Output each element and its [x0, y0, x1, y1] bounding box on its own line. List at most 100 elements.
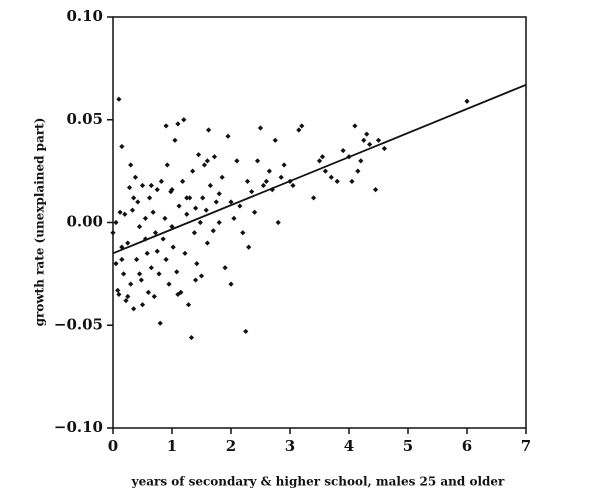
point — [119, 256, 125, 263]
y-tick-label: 0.00 — [66, 213, 103, 231]
point — [260, 182, 267, 189]
point — [164, 162, 170, 168]
point — [228, 199, 234, 205]
point — [299, 123, 305, 129]
point — [142, 215, 149, 221]
point — [197, 219, 203, 226]
point — [184, 195, 190, 201]
point — [367, 141, 373, 148]
x-tick-label: 0 — [108, 437, 118, 455]
point — [266, 168, 272, 174]
point — [203, 207, 209, 213]
point — [157, 320, 163, 326]
point — [187, 195, 193, 201]
point — [129, 207, 136, 213]
point — [132, 174, 139, 180]
point — [204, 158, 210, 164]
point — [191, 230, 198, 236]
point — [361, 137, 367, 143]
point — [154, 248, 160, 254]
y-axis-label: growth rate (unexplained part) — [33, 118, 47, 327]
point — [375, 137, 382, 143]
point — [278, 174, 284, 180]
point — [139, 182, 146, 189]
point — [174, 269, 180, 275]
point — [275, 219, 281, 226]
point — [110, 230, 116, 236]
point — [128, 281, 134, 287]
point — [156, 271, 162, 277]
point — [207, 182, 213, 189]
x-tick-label: 5 — [403, 437, 413, 455]
point — [138, 277, 144, 283]
point — [146, 195, 153, 201]
point — [257, 125, 264, 131]
point — [169, 187, 175, 193]
x-axis-label: years of secondary & higher school, male… — [131, 475, 505, 489]
point — [358, 158, 364, 164]
point — [126, 184, 133, 191]
point — [319, 154, 326, 160]
y-tick-label: 0.10 — [66, 7, 103, 25]
y-tick-label: −0.05 — [54, 315, 103, 333]
point — [216, 219, 222, 226]
point — [195, 152, 202, 158]
point — [334, 178, 340, 184]
point — [194, 261, 200, 267]
point — [244, 178, 251, 184]
point — [381, 145, 387, 152]
point — [272, 137, 278, 143]
point — [193, 277, 199, 283]
point — [113, 261, 119, 267]
point — [136, 271, 143, 277]
x-tick-label: 6 — [462, 437, 472, 455]
point — [163, 123, 169, 129]
point — [139, 302, 146, 308]
point — [181, 117, 187, 123]
point — [172, 137, 178, 143]
point — [148, 265, 154, 271]
x-tick-label: 4 — [344, 437, 354, 455]
point — [364, 131, 370, 137]
point — [154, 187, 160, 193]
point — [211, 154, 218, 160]
point — [180, 178, 186, 184]
point — [205, 127, 212, 133]
point — [166, 281, 172, 287]
point — [182, 250, 188, 256]
point — [204, 240, 210, 246]
point — [151, 293, 157, 300]
point — [222, 265, 228, 271]
point — [193, 205, 199, 211]
point — [210, 228, 216, 234]
point — [349, 178, 355, 184]
point — [131, 306, 137, 312]
point — [352, 123, 358, 129]
point — [243, 328, 249, 335]
point — [311, 195, 317, 201]
point — [254, 158, 261, 164]
point — [225, 133, 231, 139]
point — [184, 211, 190, 217]
point — [134, 256, 140, 263]
point — [121, 271, 127, 277]
y-tick-label: 0.05 — [66, 110, 103, 128]
point — [148, 182, 154, 189]
plot-frame — [112, 16, 527, 429]
fit-line — [112, 83, 527, 255]
point — [316, 158, 323, 164]
point — [464, 98, 470, 104]
point — [170, 244, 176, 250]
point — [252, 209, 258, 215]
point — [281, 162, 287, 168]
point — [249, 189, 255, 195]
point — [125, 293, 131, 300]
point — [185, 302, 192, 308]
point — [246, 244, 252, 250]
point — [119, 143, 125, 150]
point — [175, 121, 181, 127]
point — [201, 162, 208, 168]
point — [328, 174, 334, 180]
point — [372, 187, 379, 193]
